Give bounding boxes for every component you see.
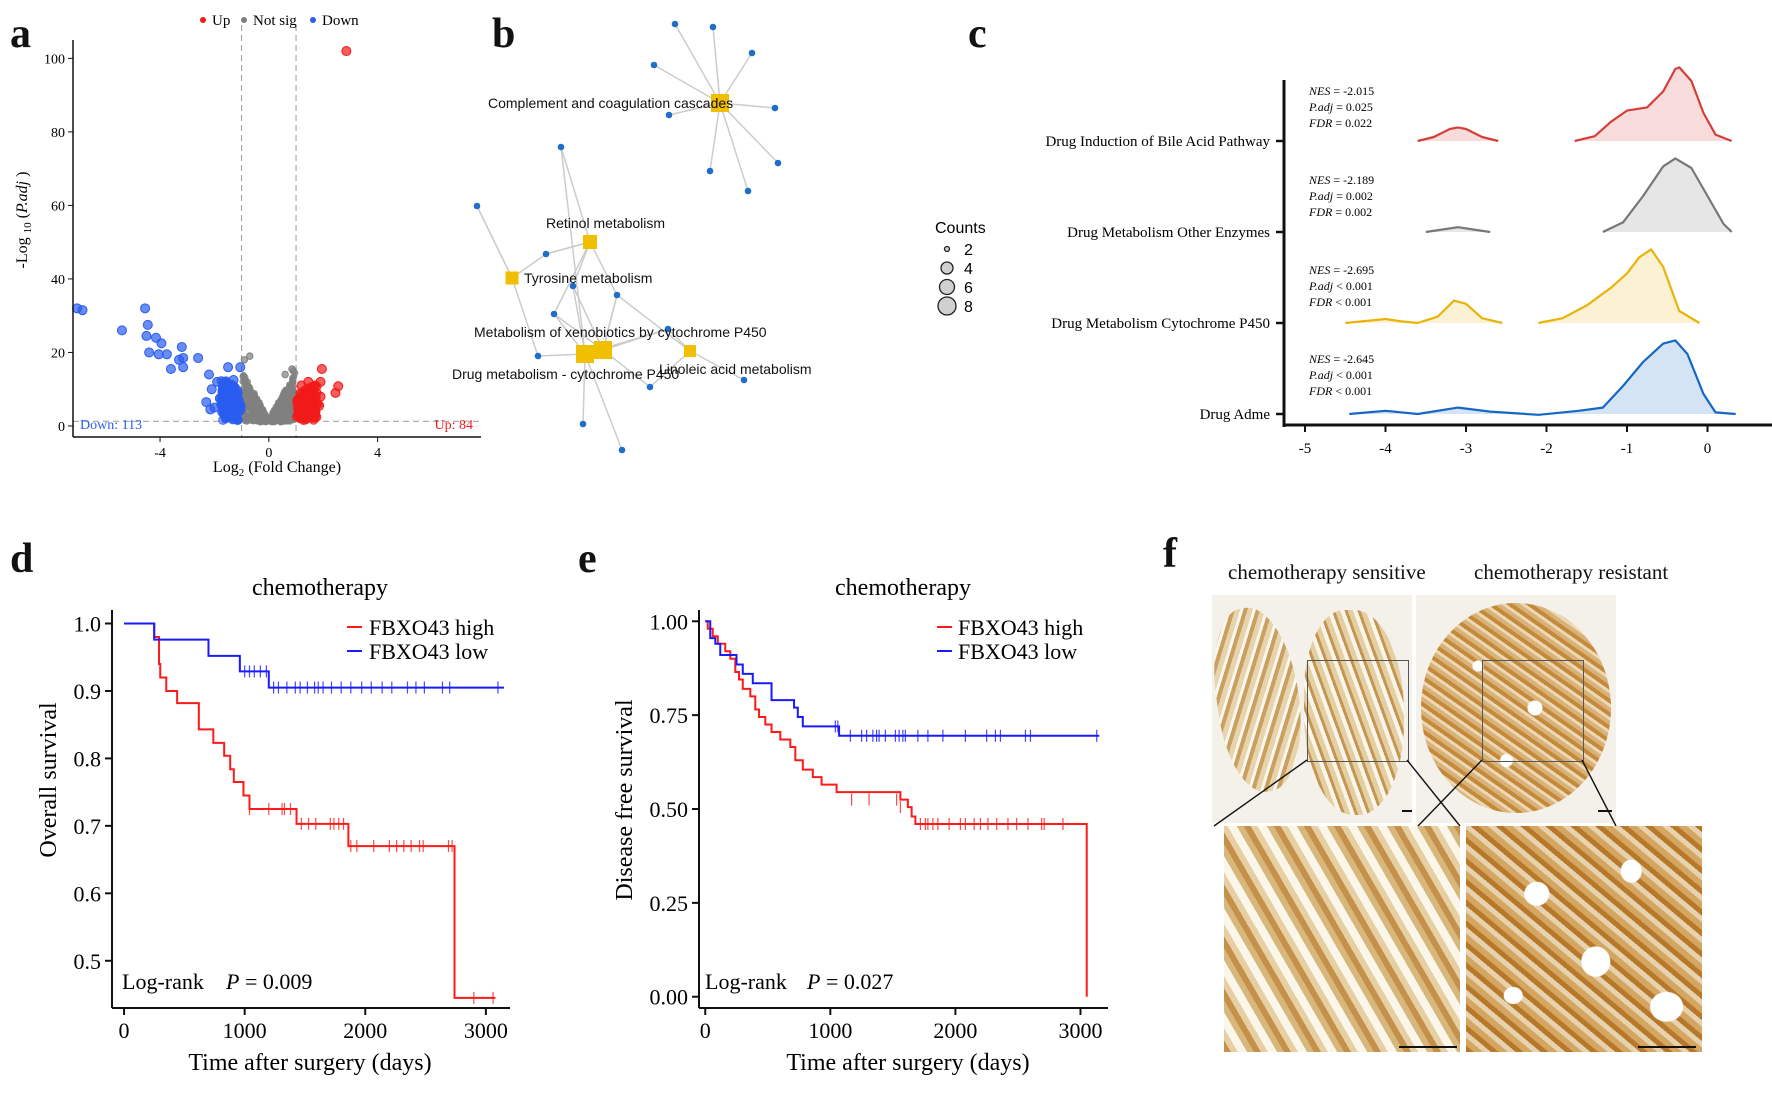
y-tick-label: 0.75 xyxy=(650,703,689,728)
km-dfs-p-label: P xyxy=(806,969,820,994)
x-tick-label: 0 xyxy=(700,1018,711,1043)
y-tick-label: 0.25 xyxy=(650,891,689,916)
x-tick-label: 1000 xyxy=(808,1018,852,1043)
ihc-image-resistant-zoomed xyxy=(1466,826,1702,1052)
zoom-region-box xyxy=(1482,660,1584,762)
scale-bar xyxy=(1399,1046,1457,1048)
y-tick-label: 0.50 xyxy=(650,797,689,822)
scale-bar xyxy=(1402,810,1412,812)
km-dfs-logrank-label: Log-rank xyxy=(705,969,787,994)
legend-high-label: FBXO43 high xyxy=(958,615,1083,640)
km-dfs-y-axis-label: Disease free survival xyxy=(612,699,638,901)
x-tick-label: 2000 xyxy=(933,1018,977,1043)
legend-low-label: FBXO43 low xyxy=(958,639,1077,664)
zoom-region-box xyxy=(1307,660,1409,762)
y-tick-label: 0.00 xyxy=(650,985,689,1010)
ihc-image-resistant-overview xyxy=(1416,595,1616,823)
ihc-image-sensitive-zoomed xyxy=(1224,826,1460,1052)
km-dfs-p-value: = 0.027 xyxy=(826,969,893,994)
km-dfs-legend: FBXO43 high FBXO43 low xyxy=(937,615,1083,664)
scale-bar xyxy=(1638,1046,1696,1048)
km-dfs-title: chemotherapy xyxy=(835,575,971,601)
scale-bar xyxy=(1598,810,1612,812)
y-tick-label: 1.00 xyxy=(650,609,689,634)
km-dfs-x-axis-label: Time after surgery (days) xyxy=(786,1050,1029,1076)
km-curve-high xyxy=(705,621,1086,996)
ihc-image-sensitive-overview xyxy=(1212,595,1412,823)
ihc-col-title-sensitive: chemotherapy sensitive xyxy=(1228,560,1426,585)
ihc-col-title-resistant: chemotherapy resistant xyxy=(1474,560,1668,585)
x-tick-label: 3000 xyxy=(1058,1018,1102,1043)
